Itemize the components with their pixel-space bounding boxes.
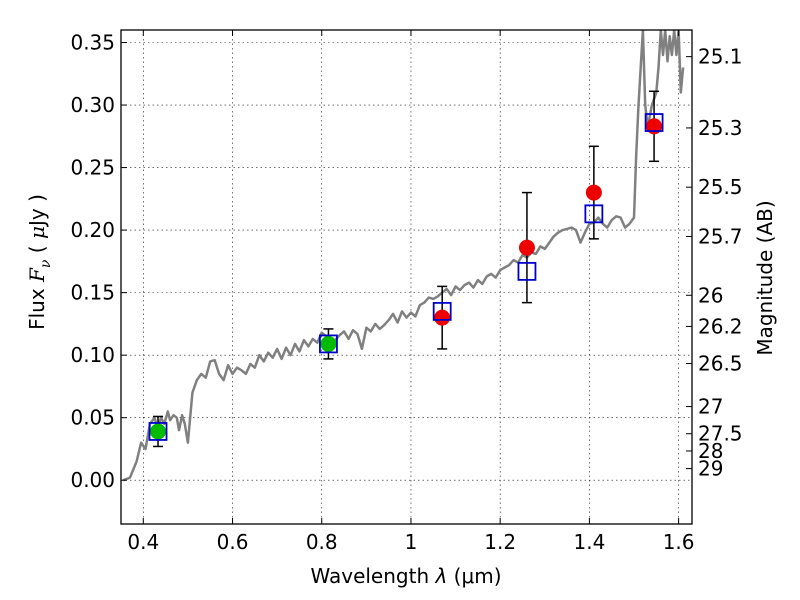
y2-tick-label: 28	[698, 439, 723, 463]
plot-series	[122, 30, 685, 482]
photometry-point	[518, 239, 535, 256]
model-square	[432, 301, 452, 321]
photometry-point	[150, 423, 167, 440]
y-tick-label: 0.35	[70, 31, 115, 55]
y-tick-label: 0.10	[70, 343, 115, 367]
model-square	[584, 204, 604, 224]
photometry-point	[646, 118, 663, 135]
plot-frame	[120, 29, 693, 525]
y-axis-label: Flux Fν ( μJy )	[25, 194, 54, 330]
x-tick-label: 1	[405, 530, 418, 554]
y-tick-label: 0.30	[70, 93, 115, 117]
spectrum-line	[122, 30, 685, 482]
axis-ticks: 0.4 0.6 0.8 1 1.2 1.4 1.6 0.00 0.05 0.10 0.15 0.20 0…	[70, 30, 743, 554]
grid	[121, 30, 692, 524]
x-tick-label: 0.8	[306, 530, 338, 554]
x-tick-label: 0.4	[127, 530, 159, 554]
y-tick-label: 0.25	[70, 156, 115, 180]
photometry-point	[320, 335, 337, 352]
y2-tick-label: 25.7	[698, 224, 743, 248]
y2-tick-label: 29	[698, 457, 723, 481]
y-tick-label: 0.05	[70, 406, 115, 430]
x-tick-label: 1.4	[573, 530, 605, 554]
y2-tick-label: 27	[698, 395, 723, 419]
y2-tick-label: 25.3	[698, 116, 743, 140]
model-square	[319, 334, 338, 354]
photometry-point	[434, 309, 451, 326]
y2-tick-label: 25.5	[698, 175, 743, 199]
y2-tick-label: 25.1	[698, 45, 743, 69]
x-tick-label: 1.2	[484, 530, 516, 554]
y-tick-label: 0.20	[70, 218, 115, 242]
x-axis-label: Wavelength λ (μm)	[310, 564, 501, 588]
x-tick-label: 1.6	[663, 530, 695, 554]
right-axis-label: Magnitude (AB)	[753, 200, 777, 355]
y2-tick-label: 26	[698, 283, 723, 307]
y2-tick-label: 27.5	[698, 422, 743, 446]
model-square	[517, 261, 537, 281]
y-tick-label: 0.00	[70, 468, 115, 492]
photometry-point	[585, 184, 602, 201]
model-square	[148, 422, 168, 441]
y-tick-label: 0.15	[70, 281, 115, 305]
y2-tick-label: 26.2	[698, 314, 743, 338]
x-tick-label: 0.6	[217, 530, 249, 554]
model-square	[644, 113, 664, 132]
y2-tick-label: 26.5	[698, 352, 743, 376]
